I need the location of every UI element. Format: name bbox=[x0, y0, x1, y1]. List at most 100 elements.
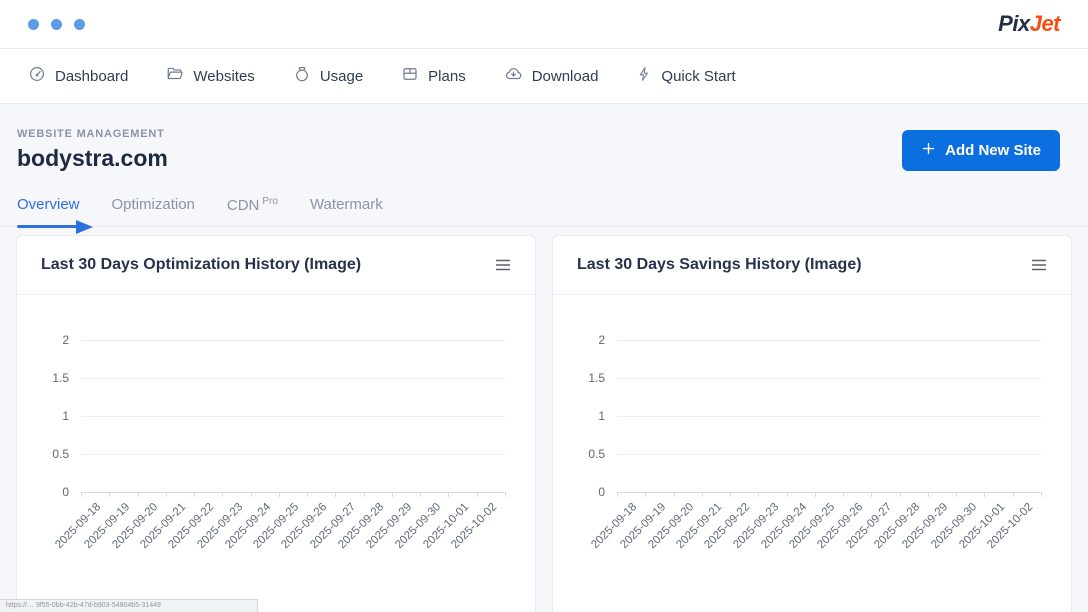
dashboard-gauge-icon bbox=[28, 65, 46, 88]
pixjet-logo: PixJet bbox=[998, 11, 1060, 37]
x-axis-tick bbox=[194, 492, 196, 497]
card-title: Last 30 Days Optimization History (Image… bbox=[41, 256, 362, 273]
gridline bbox=[617, 492, 1041, 493]
x-axis-tick bbox=[391, 492, 393, 497]
section-eyebrow: WEBSITE MANAGEMENT bbox=[17, 128, 165, 140]
gridline bbox=[617, 340, 1041, 341]
y-axis-label: 1.5 bbox=[588, 371, 605, 385]
y-axis-label: 0.5 bbox=[52, 447, 69, 461]
x-axis-tick bbox=[505, 492, 506, 497]
x-axis-tick bbox=[420, 492, 422, 497]
x-axis-tick bbox=[871, 492, 873, 497]
x-axis-tick bbox=[758, 492, 760, 497]
nav-item-label: Download bbox=[531, 67, 599, 85]
x-axis-tick bbox=[1041, 492, 1042, 497]
y-axis-label: 1 bbox=[598, 409, 605, 423]
y-axis-label: 1 bbox=[62, 409, 69, 423]
page-title: bodystra.com bbox=[17, 145, 168, 171]
x-axis-tick bbox=[137, 492, 139, 497]
charts-row: Last 30 Days Optimization History (Image… bbox=[0, 227, 1088, 612]
websites-folder-icon bbox=[166, 65, 184, 88]
gridline bbox=[81, 454, 505, 455]
x-axis-tick bbox=[250, 492, 252, 497]
window-dot-icon[interactable] bbox=[51, 18, 62, 30]
site-tabs: Overview Optimization CDN Pro Watermark bbox=[0, 182, 1088, 234]
x-axis-tick bbox=[927, 492, 929, 497]
card-title: Last 30 Days Savings History (Image) bbox=[577, 256, 862, 273]
x-axis-tick bbox=[165, 492, 167, 497]
optimization-history-card: Last 30 Days Optimization History (Image… bbox=[16, 235, 536, 612]
plot-area: 2 1.5 1 0.5 0 2025-09-18 2025-09-19 2025-09-20 2… bbox=[588, 333, 1042, 551]
nav-item-usage[interactable]: Usage bbox=[293, 65, 363, 88]
x-axis-tick bbox=[81, 492, 82, 497]
nav-item-dashboard[interactable]: Dashboard bbox=[28, 65, 128, 88]
x-axis-tick bbox=[335, 492, 337, 497]
window-dot-icon[interactable] bbox=[74, 18, 85, 30]
add-new-site-button[interactable]: Add New Site bbox=[902, 129, 1060, 171]
gridline bbox=[617, 416, 1041, 417]
tab-overview[interactable]: Overview bbox=[17, 196, 80, 213]
main-nav: Dashboard Websites Usage Plans bbox=[0, 49, 1088, 104]
download-cloud-icon bbox=[504, 65, 523, 88]
tab-optimization[interactable]: Optimization bbox=[111, 196, 195, 213]
x-axis-tick bbox=[786, 492, 788, 497]
logo-pix-text: Pix bbox=[998, 11, 1030, 36]
nav-item-download[interactable]: Download bbox=[504, 65, 599, 88]
x-axis-tick bbox=[730, 492, 732, 497]
nav-item-label: Websites bbox=[193, 67, 255, 85]
savings-history-chart: 2 1.5 1 0.5 0 2025-09-18 2025-09-19 2025-09-20 2… bbox=[553, 295, 1071, 612]
x-axis-tick bbox=[476, 492, 478, 497]
x-axis-tick bbox=[645, 492, 647, 497]
x-axis-tick bbox=[278, 492, 280, 497]
y-axis-label: 1.5 bbox=[52, 371, 69, 385]
top-bar: PixJet bbox=[0, 0, 1088, 49]
plot-area: 2 1.5 1 0.5 0 2025-09-18 2025-09-19 2025-09-20 2… bbox=[52, 333, 506, 551]
x-axis-tick bbox=[617, 492, 618, 497]
tab-cdn[interactable]: CDN Pro bbox=[226, 196, 278, 214]
nav-item-label: Dashboard bbox=[55, 67, 129, 85]
active-tab-arrow-indicator bbox=[17, 219, 93, 234]
logo-jet-text: Jet bbox=[1029, 11, 1061, 36]
x-axis-tick bbox=[448, 492, 450, 497]
y-axis-label: 2 bbox=[62, 333, 69, 347]
window-dot-icon[interactable] bbox=[28, 18, 39, 30]
x-axis-tick bbox=[899, 492, 901, 497]
plus-icon bbox=[921, 141, 936, 160]
nav-item-label: Usage bbox=[319, 67, 364, 85]
pro-badge: Pro bbox=[262, 196, 278, 207]
chart-menu-icon[interactable] bbox=[495, 259, 511, 271]
chart-menu-icon[interactable] bbox=[1031, 259, 1047, 271]
quickstart-bolt-icon bbox=[636, 65, 652, 88]
nav-item-label: Quick Start bbox=[661, 67, 736, 85]
window-controls bbox=[28, 18, 85, 30]
nav-item-websites[interactable]: Websites bbox=[166, 65, 255, 88]
x-axis-tick bbox=[814, 492, 816, 497]
gridline bbox=[617, 454, 1041, 455]
y-axis-label: 0.5 bbox=[588, 447, 605, 461]
x-axis-tick bbox=[307, 492, 309, 497]
gridline bbox=[617, 378, 1041, 379]
x-axis-tick bbox=[701, 492, 703, 497]
x-axis-tick bbox=[984, 492, 986, 497]
gridline bbox=[81, 416, 505, 417]
nav-item-label: Plans bbox=[428, 67, 466, 85]
nav-item-quick-start[interactable]: Quick Start bbox=[636, 65, 736, 88]
y-axis-label: 0 bbox=[598, 485, 605, 499]
x-axis-tick bbox=[222, 492, 224, 497]
savings-history-card: Last 30 Days Savings History (Image) 2 1.… bbox=[552, 235, 1072, 612]
x-axis-tick bbox=[1012, 492, 1014, 497]
usage-moneybag-icon bbox=[293, 65, 311, 88]
browser-status-url: https://… 9f55-0bb-42b-47d-b903-54804b5-… bbox=[0, 599, 258, 612]
nav-item-plans[interactable]: Plans bbox=[401, 65, 466, 88]
add-new-site-label: Add New Site bbox=[945, 141, 1041, 159]
gridline bbox=[81, 492, 505, 493]
optimization-history-chart: 2 1.5 1 0.5 0 2025-09-18 2025-09-19 2025-09-20 2… bbox=[17, 295, 535, 612]
plans-box-icon bbox=[401, 65, 419, 88]
x-axis-tick bbox=[363, 492, 365, 497]
gridline bbox=[81, 378, 505, 379]
x-axis-tick bbox=[109, 492, 111, 497]
gridline bbox=[81, 340, 505, 341]
y-axis-label: 0 bbox=[62, 485, 69, 499]
x-axis-tick bbox=[673, 492, 675, 497]
tab-watermark[interactable]: Watermark bbox=[309, 196, 383, 213]
